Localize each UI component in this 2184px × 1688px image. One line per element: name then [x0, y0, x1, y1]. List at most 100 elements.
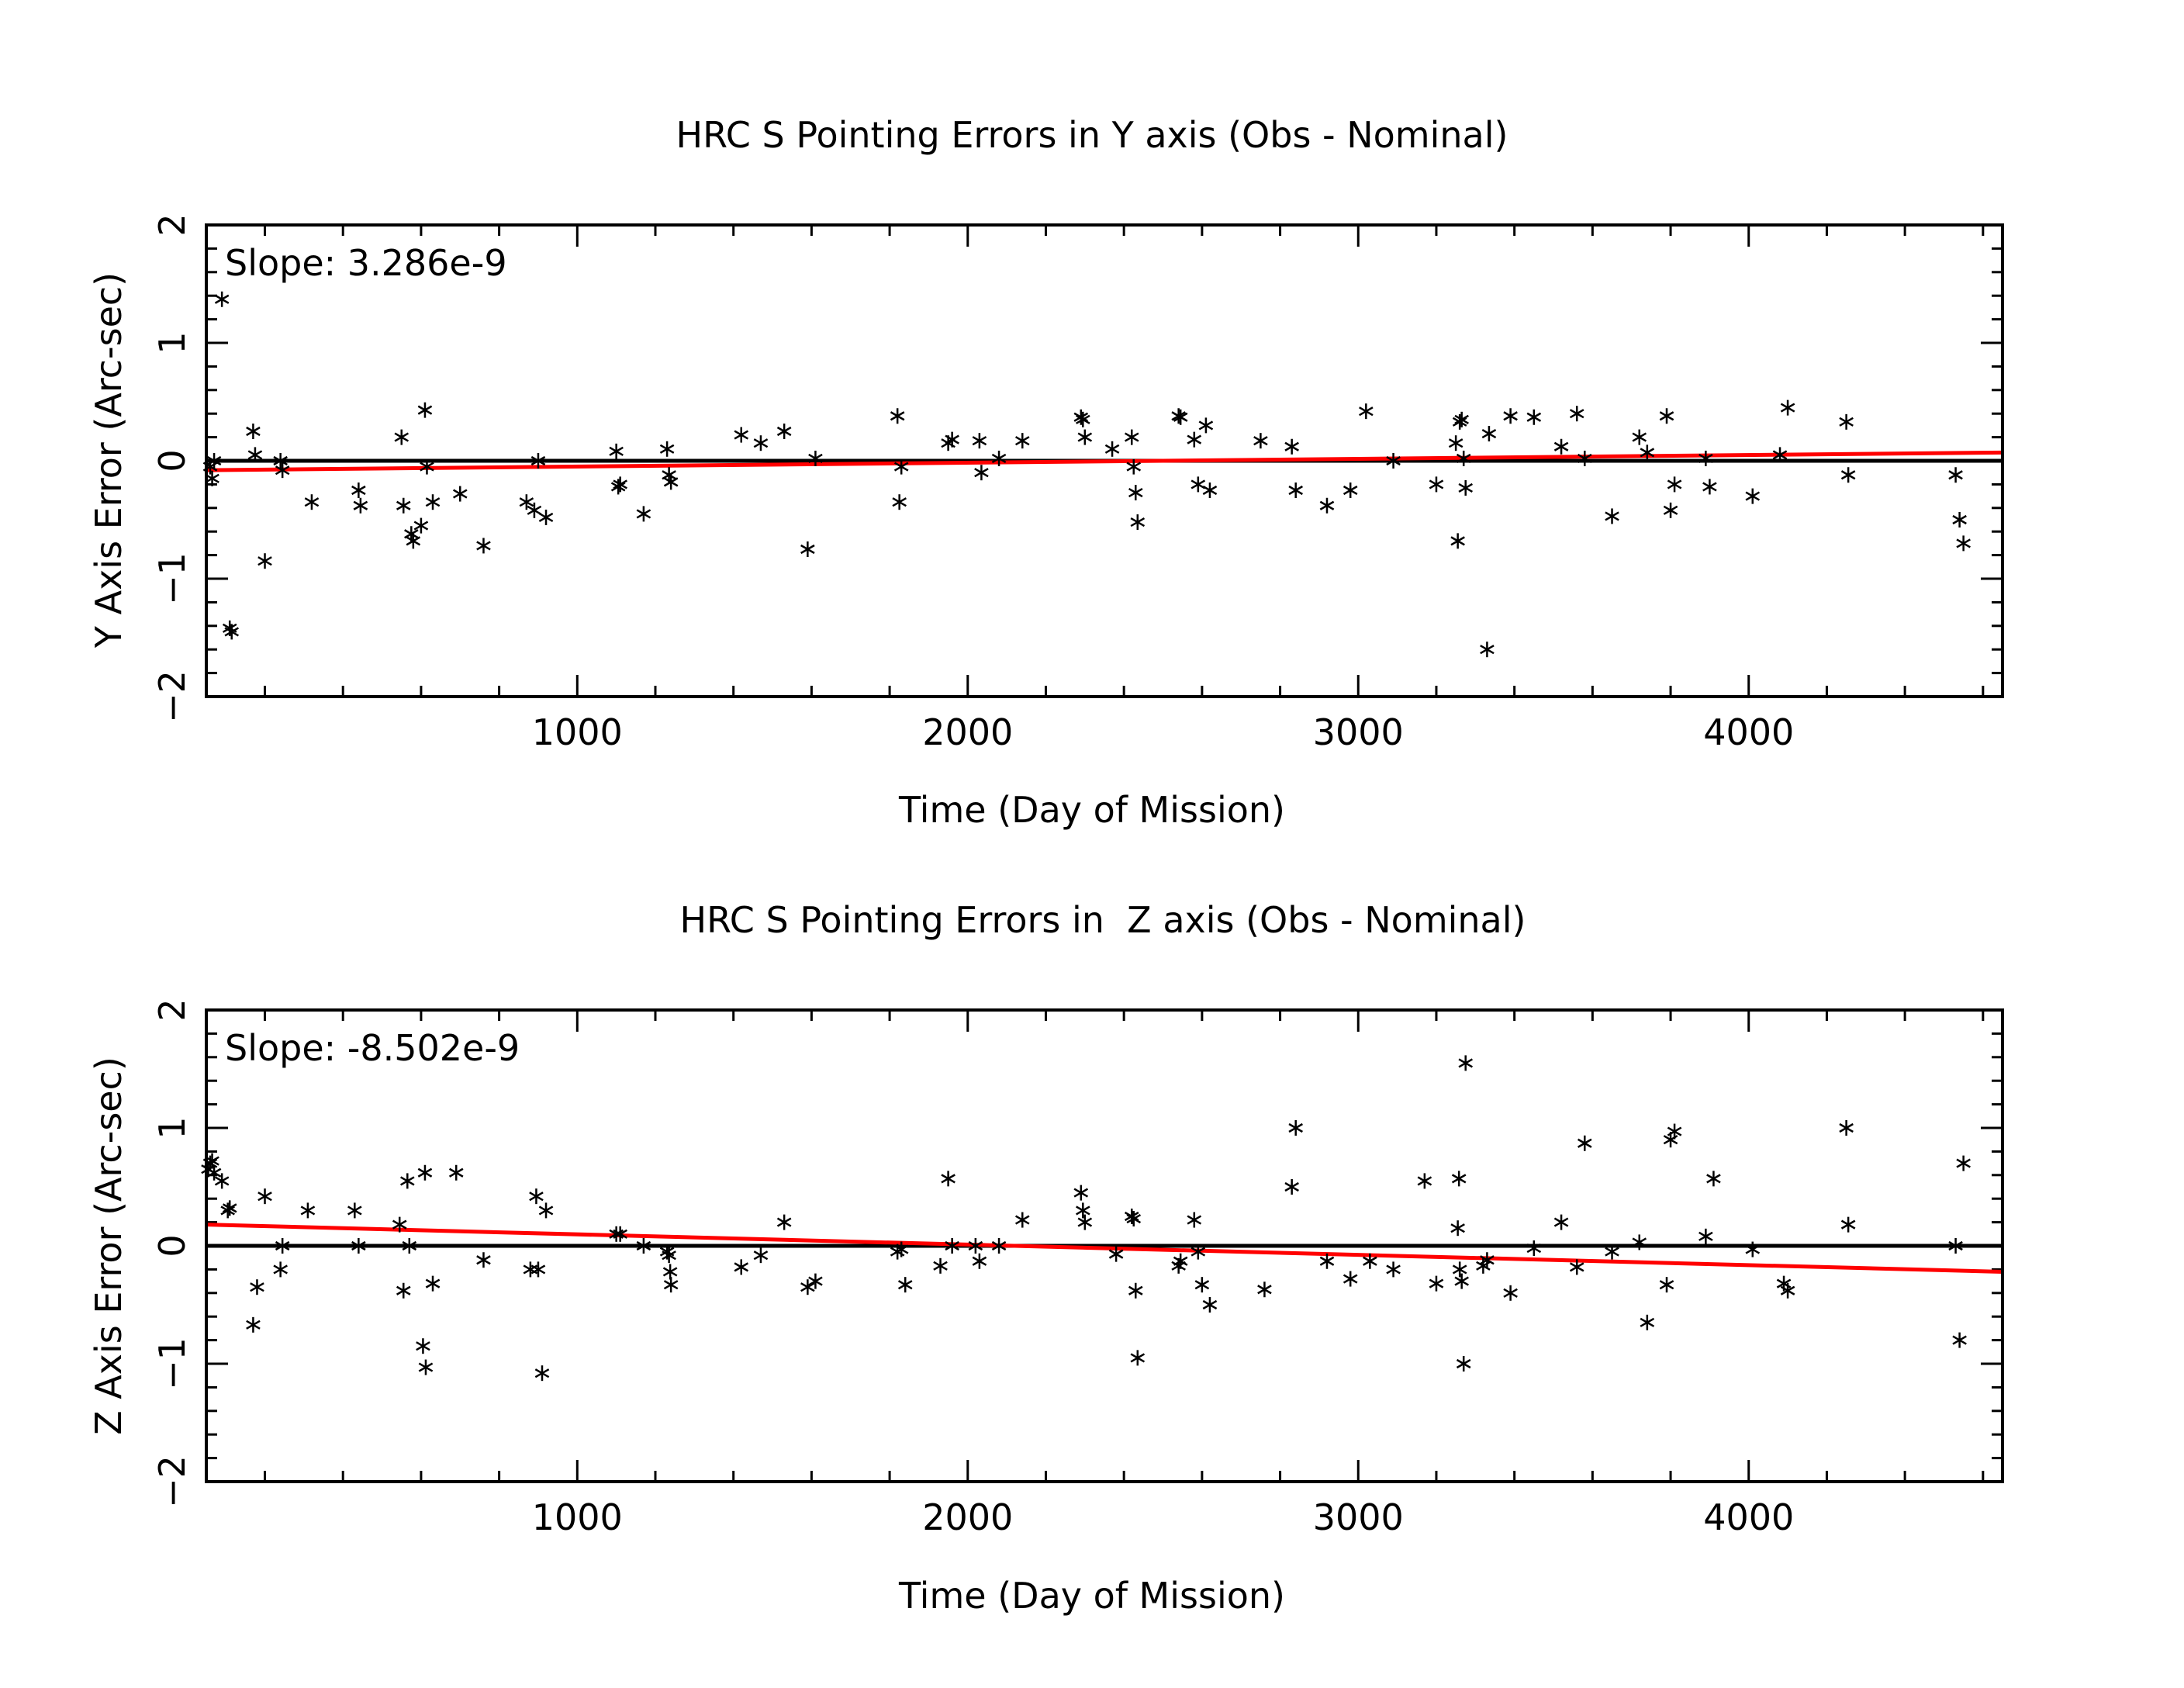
- data-point: [1343, 483, 1358, 498]
- data-point: [420, 458, 434, 475]
- data-point: [1124, 429, 1139, 445]
- data-point: [972, 1253, 987, 1269]
- data-point: [418, 1359, 434, 1375]
- data-point: [1663, 502, 1678, 518]
- data-point: [1014, 433, 1030, 449]
- y-tick-label: 1: [151, 331, 193, 354]
- data-points-group: [201, 1055, 1971, 1382]
- data-point: [1480, 642, 1495, 658]
- data-point: [1448, 435, 1463, 451]
- data-point: [1257, 1282, 1272, 1298]
- data-point: [220, 1202, 235, 1219]
- data-point: [1952, 1332, 1967, 1348]
- data-point: [1450, 533, 1465, 549]
- data-point: [1126, 458, 1142, 475]
- data-point: [400, 1173, 415, 1189]
- data-point: [1014, 1212, 1030, 1228]
- data-point: [1458, 479, 1474, 496]
- x-axis-label: Time (Day of Mission): [898, 789, 1285, 831]
- data-point: [1481, 426, 1497, 442]
- data-point: [413, 517, 429, 534]
- data-point: [1840, 467, 1856, 483]
- data-point: [538, 1202, 554, 1219]
- data-point: [1363, 1253, 1377, 1269]
- y-tick-label: 0: [151, 1234, 193, 1257]
- data-point: [734, 1259, 749, 1275]
- x-axis-label: Time (Day of Mission): [898, 1575, 1285, 1617]
- data-point: [519, 494, 534, 510]
- data-point: [1288, 1120, 1303, 1136]
- data-point: [945, 1238, 959, 1254]
- data-point: [1659, 1277, 1674, 1293]
- data-point: [892, 494, 907, 510]
- data-point: [1126, 1211, 1142, 1227]
- data-point: [273, 453, 288, 469]
- data-point: [1667, 1123, 1682, 1140]
- data-point: [1202, 483, 1218, 498]
- data-point: [534, 1365, 550, 1382]
- data-point: [1077, 429, 1093, 445]
- data-point: [776, 424, 792, 439]
- data-point: [1130, 514, 1146, 531]
- data-point: [1077, 1214, 1093, 1230]
- data-point: [1429, 1275, 1444, 1292]
- plot-frame: [205, 1008, 2004, 1483]
- data-point: [972, 433, 987, 449]
- data-point: [941, 1171, 955, 1187]
- data-point: [1076, 411, 1090, 427]
- data-point: [425, 494, 441, 510]
- data-point: [1456, 1356, 1471, 1372]
- data-point: [1948, 1238, 1963, 1254]
- data-point: [448, 1164, 464, 1181]
- data-point: [476, 1252, 491, 1268]
- chart-title: HRC S Pointing Errors in Y axis (Obs - N…: [676, 114, 1508, 156]
- data-point: [246, 424, 261, 439]
- data-point: [425, 1275, 441, 1292]
- data-point: [247, 447, 263, 463]
- data-point: [1698, 450, 1713, 466]
- data-point: [1429, 476, 1444, 493]
- data-point: [416, 1338, 430, 1354]
- y-axis-label: Y Axis Error (Arc-sec): [88, 272, 130, 649]
- data-point: [1659, 408, 1674, 424]
- y-tick-label: 2: [151, 998, 193, 1021]
- data-point: [394, 429, 410, 445]
- data-point: [808, 450, 823, 466]
- data-point: [529, 1188, 544, 1205]
- data-point: [1640, 444, 1655, 461]
- data-point: [1124, 1209, 1139, 1224]
- data-point: [1104, 441, 1120, 457]
- data-point: [663, 474, 679, 490]
- data-point: [1948, 467, 1963, 483]
- x-tick-label: 4000: [1703, 1496, 1794, 1538]
- data-point: [1190, 1244, 1206, 1260]
- data-point: [214, 291, 230, 307]
- data-point: [613, 476, 627, 493]
- data-point: [246, 1316, 261, 1333]
- data-point: [392, 1216, 407, 1233]
- x-tick-label: 1000: [532, 711, 623, 753]
- data-point: [974, 465, 989, 481]
- data-point: [1076, 1202, 1090, 1219]
- data-point: [1343, 1271, 1358, 1287]
- x-tick-label: 3000: [1313, 711, 1404, 753]
- data-point: [1130, 1350, 1146, 1366]
- data-point: [402, 1238, 417, 1254]
- data-point: [206, 453, 222, 469]
- x-tick-label: 3000: [1313, 1496, 1404, 1538]
- data-point: [1386, 1261, 1401, 1278]
- data-point: [1450, 1220, 1465, 1237]
- y-axis-error-panel: HRC S Pointing Errors in Y axis (Obs - N…: [88, 114, 2004, 831]
- data-point: [300, 1202, 316, 1219]
- data-point: [1456, 450, 1471, 466]
- data-point: [808, 1273, 823, 1289]
- data-point: [659, 441, 675, 457]
- data-point: [663, 1277, 679, 1293]
- data-point: [1553, 438, 1569, 455]
- slope-annotation: Slope: 3.286e-9: [225, 242, 507, 284]
- data-point: [1417, 1173, 1432, 1189]
- data-point: [1454, 411, 1469, 427]
- data-point: [1839, 1120, 1854, 1136]
- data-point: [1698, 1228, 1713, 1244]
